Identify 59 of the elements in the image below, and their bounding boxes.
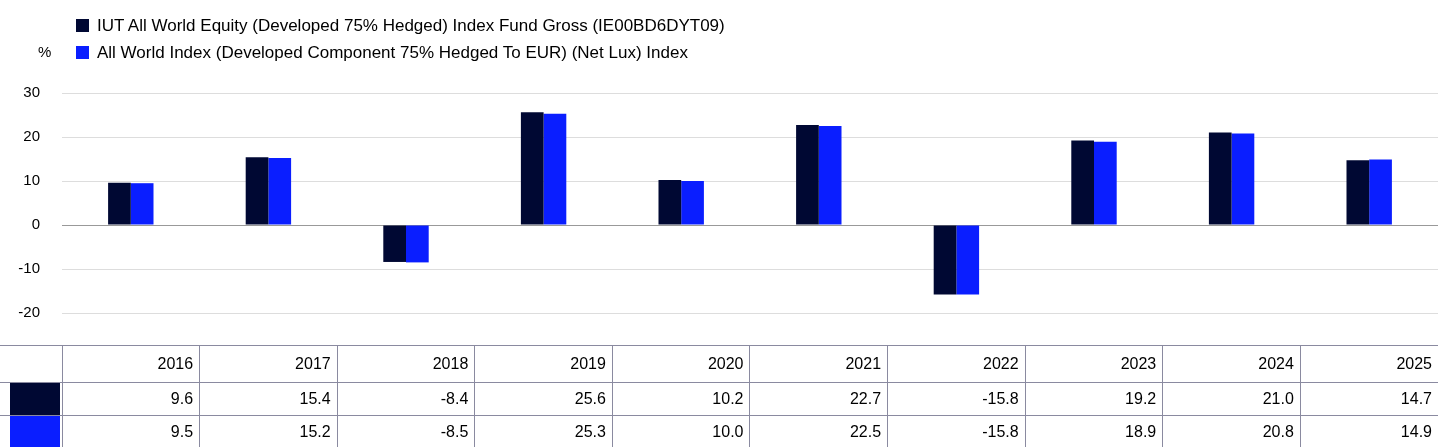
data-label: 22.5 — [749, 415, 888, 447]
x-tick-label: 2023 — [1025, 345, 1163, 383]
data-label: -15.8 — [887, 415, 1026, 447]
x-tick-label: 2019 — [474, 345, 613, 383]
data-label: 14.7 — [1300, 382, 1438, 416]
legend-label: IUT All World Equity (Developed 75% Hedged) Index Fund Gross (IE00BD6DYT09) — [97, 15, 725, 36]
y-tick-label: -20 — [18, 303, 40, 321]
y-tick-label: 20 — [23, 127, 40, 145]
x-tick-label: 2017 — [199, 345, 338, 383]
y-tick-label: 30 — [23, 83, 40, 101]
data-label: -15.8 — [887, 382, 1026, 416]
x-tick-label: 2016 — [62, 345, 200, 383]
bar — [956, 225, 980, 295]
bar — [1208, 132, 1232, 225]
data-label: 9.5 — [62, 415, 200, 447]
bar — [108, 182, 131, 225]
data-label: 10.0 — [612, 415, 750, 447]
bar — [658, 180, 682, 225]
data-label: 14.9 — [1300, 415, 1438, 447]
bar — [543, 113, 567, 225]
x-tick-label: 2024 — [1162, 345, 1301, 383]
legend-label: All World Index (Developed Component 75% Hedged To EUR) (Net Lux) Index — [97, 42, 688, 63]
x-tick-label: 2025 — [1300, 345, 1438, 383]
bar — [1071, 140, 1094, 225]
data-label: -8.4 — [337, 382, 475, 416]
bar — [796, 125, 819, 225]
y-axis-title: % — [38, 43, 52, 60]
bar — [933, 225, 957, 295]
data-label: -8.5 — [337, 415, 475, 447]
bar — [406, 225, 429, 263]
data-label: 21.0 — [1162, 382, 1301, 416]
bar — [245, 157, 269, 225]
bar — [1369, 159, 1392, 225]
data-label: 18.9 — [1025, 415, 1163, 447]
y-tick-label: -10 — [18, 259, 40, 277]
x-tick-label: 2018 — [337, 345, 475, 383]
x-tick-label: 2020 — [612, 345, 750, 383]
bar — [1094, 141, 1117, 225]
y-tick-label: 10 — [23, 171, 40, 189]
data-label: 25.3 — [474, 415, 613, 447]
x-tick-label: 2021 — [749, 345, 888, 383]
data-label: 10.2 — [612, 382, 750, 416]
data-label: 20.8 — [1162, 415, 1301, 447]
data-label: 25.6 — [474, 382, 613, 416]
y-tick-label: 0 — [31, 215, 40, 233]
data-label: 19.2 — [1025, 382, 1163, 416]
bar — [681, 181, 704, 225]
data-label: 9.6 — [62, 382, 200, 416]
bar — [818, 126, 842, 225]
bar — [1346, 160, 1370, 225]
bar — [520, 112, 544, 225]
bar — [130, 183, 154, 225]
data-label: 15.4 — [199, 382, 338, 416]
data-label: 15.2 — [199, 415, 338, 447]
bar — [383, 225, 406, 262]
bar — [268, 158, 292, 225]
bar — [1231, 133, 1255, 225]
x-tick-label: 2022 — [887, 345, 1026, 383]
data-label: 22.7 — [749, 382, 888, 416]
